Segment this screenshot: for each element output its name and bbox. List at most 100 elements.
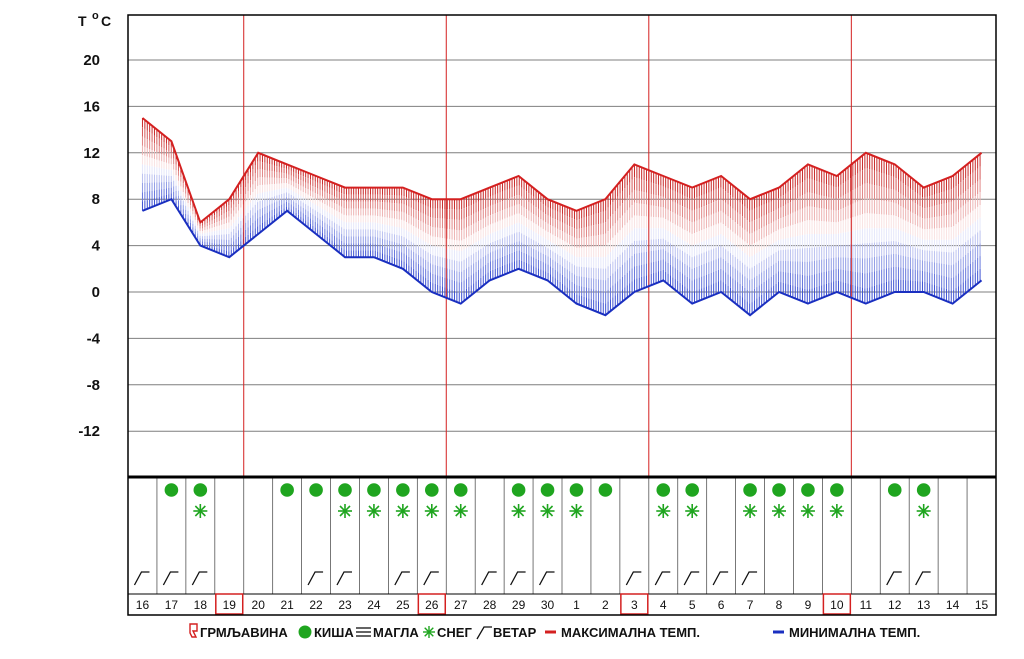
wind-icon [625,571,642,586]
legend-thunderstorm-label: ГРМЉАВИНА [200,625,288,640]
x-tick-label: 18 [194,598,208,612]
wind-icon [741,571,758,586]
weather-symbols-panel [127,477,997,595]
rain-icon [772,483,786,497]
x-tick-label: 17 [165,598,179,612]
x-tick-label: 27 [454,598,468,612]
legend-min-temp-label: МИНИМАЛНА ТЕМП. [789,625,920,640]
x-tick-label: 3 [631,598,638,612]
y-tick-label: 12 [83,145,100,162]
max-temp-line [141,117,983,225]
legend-wind: ВЕТАР [476,625,537,640]
x-tick-label: 24 [367,598,381,612]
rain-icon [830,483,844,497]
wind-icon [915,571,931,586]
snow-icon [540,504,555,518]
highlighted-day-box [822,593,852,615]
x-tick-label: 21 [280,598,294,612]
wind-icon [654,571,671,586]
wind-icon [162,571,179,586]
y-tick-label: -4 [87,330,101,347]
rain-icon [540,483,555,497]
x-tick-label: 15 [975,598,989,612]
highlighted-day-box [215,593,244,615]
x-tick-label: 10 [830,598,844,612]
wind-icon [683,571,700,586]
highlighted-day-box [620,593,649,615]
wind-icon [481,571,497,586]
rain-icon [193,483,208,497]
snow-icon [685,504,700,518]
x-tick-label: 7 [747,598,754,612]
wind-icon [394,571,410,586]
rain-icon [887,483,902,497]
snow-icon [800,504,815,518]
rain-icon [511,483,526,497]
temperature-range-fill [141,118,981,315]
x-tick-label: 16 [136,598,150,612]
y-tick-label: 4 [92,238,101,255]
snow-icon [424,504,439,518]
snow-icon [743,504,758,518]
rain-icon [298,625,312,639]
legend: ГРМЉАВИНА КИША МАГЛА СНЕГ ВЕТАР [189,623,920,640]
wind-icon [133,571,150,586]
thunderstorm-icon [189,623,198,638]
snow-icon [916,504,931,518]
x-tick-label: 20 [252,598,266,612]
x-tick-label: 2 [602,598,609,612]
legend-snow: СНЕГ [423,625,472,640]
y-tick-label: 20 [83,52,100,69]
snow-icon [569,504,584,518]
rain-icon [280,483,294,497]
fog-icon [356,627,371,637]
x-tick-label: 11 [860,598,873,612]
wind-icon [307,571,324,586]
x-tick-label: 9 [805,598,812,612]
x-tick-label: 12 [888,598,902,612]
legend-fog: МАГЛА [356,625,419,640]
rain-icon [164,483,179,497]
legend-wind-label: ВЕТАР [493,625,537,640]
rain-icon [598,483,613,497]
x-tick-label: 19 [223,598,237,612]
rain-icon [309,483,323,497]
x-tick-label: 30 [541,598,555,612]
y-axis-unit-degree: o [92,10,99,22]
x-tick-label: 8 [776,598,783,612]
rain-icon [656,483,671,497]
x-tick-label: 6 [718,598,725,612]
rain-icon [569,483,584,497]
legend-max-temp: МАКСИМАЛНА ТЕМП. [545,625,700,640]
x-axis-days: 16 17 18 19 20 21 22 23 24 25 26 27 28 29 30 1 2 3 4 5 6 7 8 9 1… [136,593,989,615]
wind-icon [538,571,555,586]
snow-icon [423,626,435,638]
y-tick-label: 8 [92,191,100,208]
x-tick-label: 4 [660,598,667,612]
x-tick-label: 22 [309,598,323,612]
legend-fog-label: МАГЛА [373,625,419,640]
y-axis-unit-c: C [101,13,111,29]
snow-icon [772,504,786,518]
snow-icon [395,504,410,518]
x-tick-label: 14 [946,598,960,612]
rain-icon [338,483,352,497]
rain-icon [425,483,439,497]
y-tick-label: -12 [78,423,100,440]
snow-icon [366,504,381,518]
y-tick-label: 0 [92,284,100,301]
snow-icon [193,504,208,518]
wind-icon [886,571,902,586]
wind-icon [336,571,352,586]
rain-icon [801,483,815,497]
y-tick-label: -8 [87,377,100,394]
y-axis: T o C 20 16 12 8 4 0 -4 -8 -12 [78,10,111,440]
snow-icon [511,504,526,518]
legend-rain: КИША [298,625,354,640]
chart-frame [127,14,997,616]
x-tick-label: 23 [338,598,352,612]
snow-icon [656,504,671,518]
wind-icon [712,571,729,586]
rain-icon [685,483,699,497]
